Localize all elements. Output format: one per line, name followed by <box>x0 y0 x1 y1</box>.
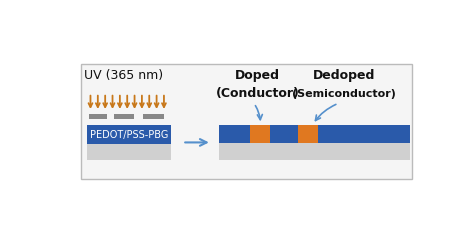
Bar <box>298 125 318 143</box>
FancyBboxPatch shape <box>82 64 412 179</box>
Bar <box>219 143 410 160</box>
Text: Dedoped: Dedoped <box>313 69 375 82</box>
Bar <box>219 125 410 143</box>
Text: Doped: Doped <box>235 69 280 82</box>
Text: (Conductor): (Conductor) <box>216 87 300 100</box>
Bar <box>87 143 171 160</box>
Bar <box>90 114 107 119</box>
Text: (Semiconductor): (Semiconductor) <box>292 89 396 99</box>
Bar <box>87 125 171 144</box>
Text: PEDOT/PSS-PBG: PEDOT/PSS-PBG <box>90 130 168 140</box>
Bar <box>143 114 164 119</box>
Bar <box>250 125 271 143</box>
Bar <box>114 114 134 119</box>
Text: UV (365 nm): UV (365 nm) <box>84 69 163 82</box>
